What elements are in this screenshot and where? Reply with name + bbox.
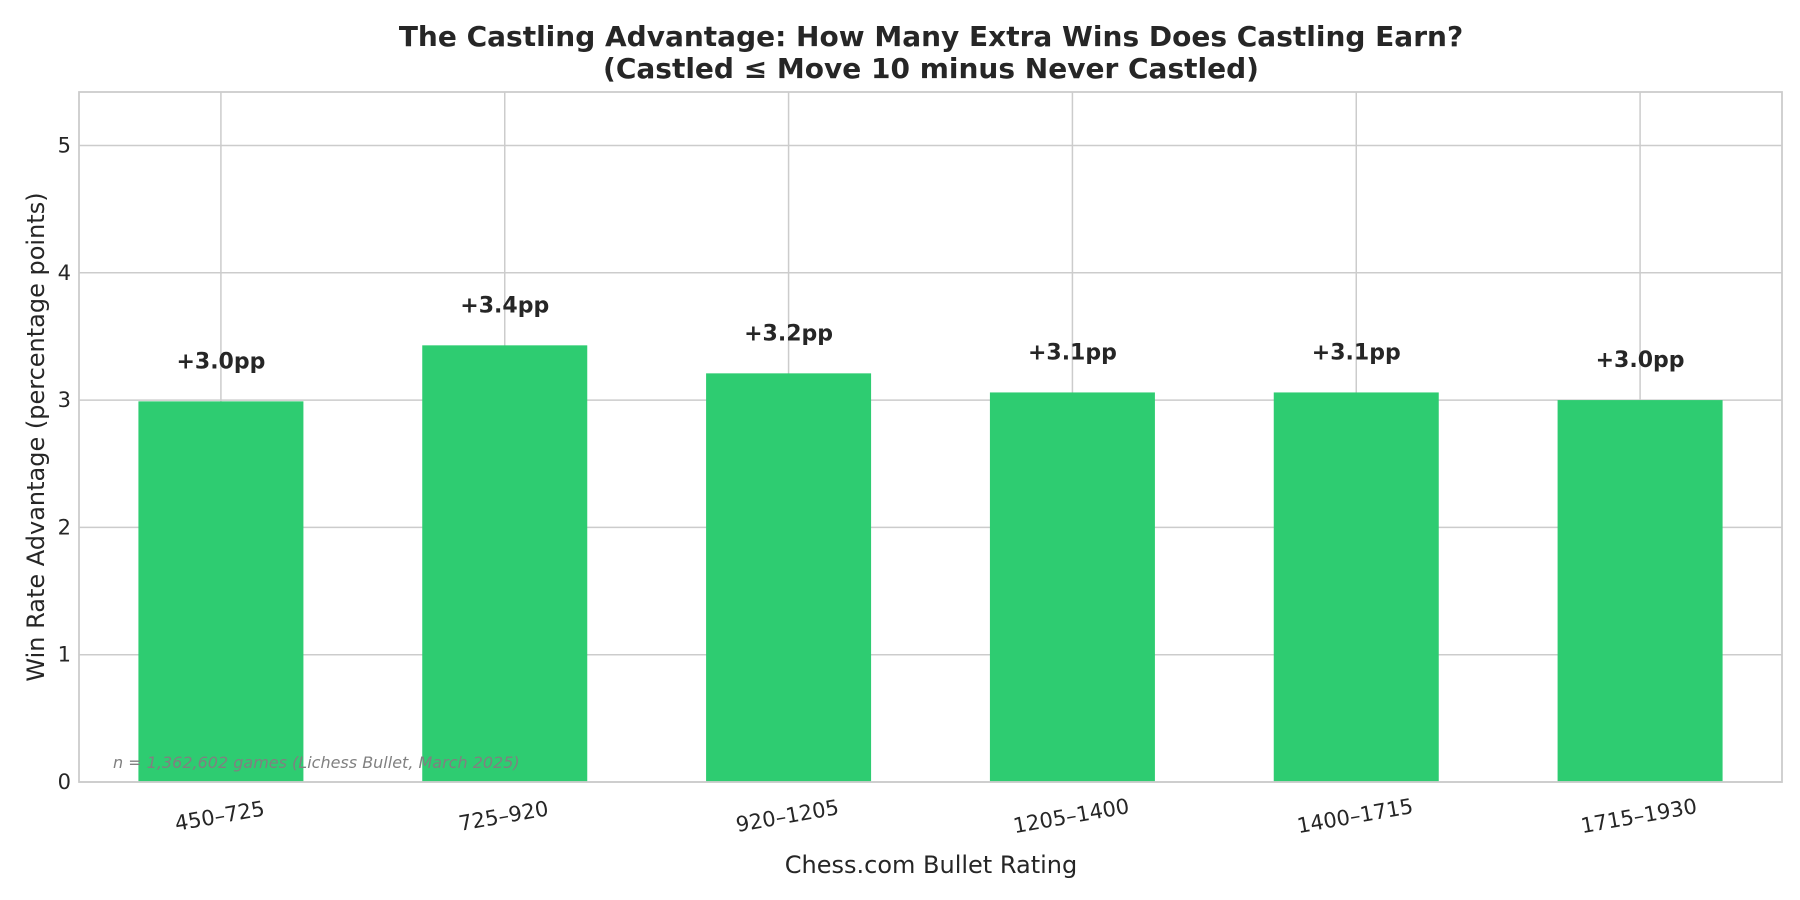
grid [79,92,1782,783]
bar [422,345,588,782]
x-tick-label: 1205–1400 [1011,794,1131,838]
y-axis-ticks: 0 1 2 3 4 5 [58,133,71,794]
bar-value-label: +3.1pp [1028,340,1117,365]
sample-size-note: n = 1,362,602 games (Lichess Bullet, Mar… [113,753,520,772]
plot-frame [78,91,1783,783]
x-tick-label: 1400–1715 [1295,794,1415,838]
bar [138,401,304,782]
bar-value-label: +3.0pp [176,349,265,374]
bar [706,373,872,782]
bar [1557,400,1723,782]
x-axis-ticks: 450–725 725–920 920–1205 1205–1400 1400–1715… [173,794,1699,838]
data-labels: +3.0pp +3.4pp +3.2pp +3.1pp +3.1pp +3.0pp [176,293,1684,374]
bar [1273,392,1439,782]
chart-title: The Castling Advantage: How Many Extra W… [399,20,1463,53]
y-tick-label: 4 [58,261,71,285]
bar [989,392,1155,782]
bar-value-label: +3.4pp [460,293,549,318]
x-tick-label: 1715–1930 [1579,794,1699,838]
y-tick-label: 3 [58,388,71,412]
y-tick-label: 5 [58,133,71,157]
bar-value-label: +3.1pp [1312,340,1401,365]
x-axis-label: Chess.com Bullet Rating [785,851,1077,879]
y-tick-label: 1 [58,643,71,667]
x-tick-label: 920–1205 [734,795,841,837]
x-tick-label: 725–920 [457,796,550,835]
bar-value-label: +3.0pp [1596,348,1685,373]
y-axis-label: Win Rate Advantage (percentage points) [22,192,50,681]
y-tick-label: 2 [58,515,71,539]
bars [138,345,1723,782]
chart-subtitle: (Castled ≤ Move 10 minus Never Castled) [603,52,1259,85]
bar-value-label: +3.2pp [744,321,833,346]
y-tick-label: 0 [58,770,71,794]
x-tick-label: 450–725 [173,796,266,835]
